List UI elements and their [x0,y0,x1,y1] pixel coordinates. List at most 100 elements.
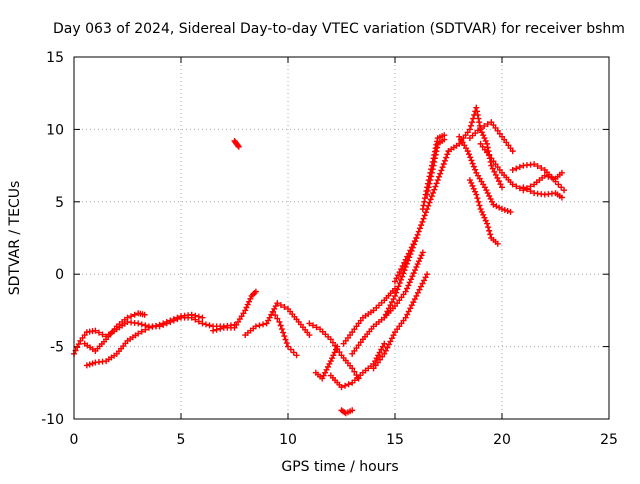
data-point [413,235,420,241]
data-point [426,180,433,187]
data-point [199,314,206,321]
data-point [489,165,496,172]
data-point [394,286,401,293]
data-point [464,148,471,155]
data-point [411,296,418,303]
series-arc-23 [466,119,516,155]
data-point [410,299,417,306]
data-point [395,283,402,290]
data-point [135,330,142,337]
data-point [421,212,428,219]
data-point [469,119,476,126]
data-point [495,178,502,185]
data-point [527,188,534,195]
data-point [558,169,565,176]
series-arc-25 [520,184,565,201]
data-point [480,132,487,139]
data-point [474,111,481,118]
data-point [390,296,397,303]
data-point [491,168,498,175]
data-point [424,271,431,278]
data-point [99,331,106,338]
data-point [428,173,435,180]
data-point [504,207,511,214]
data-point [428,193,435,200]
data-point [345,381,352,388]
data-point [472,166,479,173]
data-point [131,311,138,318]
data-point [235,143,242,150]
data-point [385,305,392,312]
y-tick-label: -5 [50,340,64,356]
data-point [411,238,418,245]
data-point [474,108,481,115]
data-point [349,365,356,372]
data-point [160,320,167,327]
data-point [466,126,473,133]
data-point [541,172,548,179]
data-point [421,195,428,202]
data-point [330,352,337,359]
series-arc-18 [424,136,448,198]
data-point [153,322,160,329]
data-point [488,162,495,169]
data-point [497,181,504,188]
data-point [167,317,174,324]
data-point [405,308,412,315]
data-point [475,198,482,205]
series-arc-14 [370,271,431,372]
data-point [393,275,400,282]
data-point [431,158,438,165]
data-point [421,277,428,284]
data-point [390,332,397,339]
data-point [192,312,199,319]
data-point [412,267,419,274]
data-point [252,323,259,330]
data-point [555,181,562,188]
data-point [430,162,437,169]
data-point [438,167,445,174]
data-point [287,346,294,353]
data-point [163,318,170,325]
data-point [381,314,388,321]
data-point [124,314,131,321]
data-point [516,164,523,171]
plot-frame [73,56,610,420]
data-point [351,368,358,375]
data-point [467,122,474,129]
data-point [277,322,284,329]
data-point [382,311,389,318]
data-point [290,349,297,356]
data-point [414,231,421,238]
data-point [138,321,145,328]
data-point [309,322,316,329]
data-point [86,361,93,368]
data-point [416,225,423,232]
data-point [342,382,349,389]
data-point [396,269,403,276]
data-point [431,186,438,193]
data-point [397,276,404,283]
data-point [256,322,263,329]
data-point [92,327,99,334]
data-point [431,155,438,162]
data-point [422,209,429,216]
data-point [468,179,475,186]
data-point [501,207,508,214]
data-point [407,305,414,312]
data-point [270,308,277,315]
data-point [393,289,400,296]
data-point [534,163,541,170]
data-point [138,328,145,335]
data-point [424,187,431,194]
data-point [414,261,421,268]
data-point [402,256,409,263]
data-point [561,187,568,194]
data-point [313,324,320,331]
data-point [274,315,281,322]
data-point [382,347,389,354]
data-point [484,121,491,128]
data-point [421,198,428,205]
data-point [486,227,493,234]
